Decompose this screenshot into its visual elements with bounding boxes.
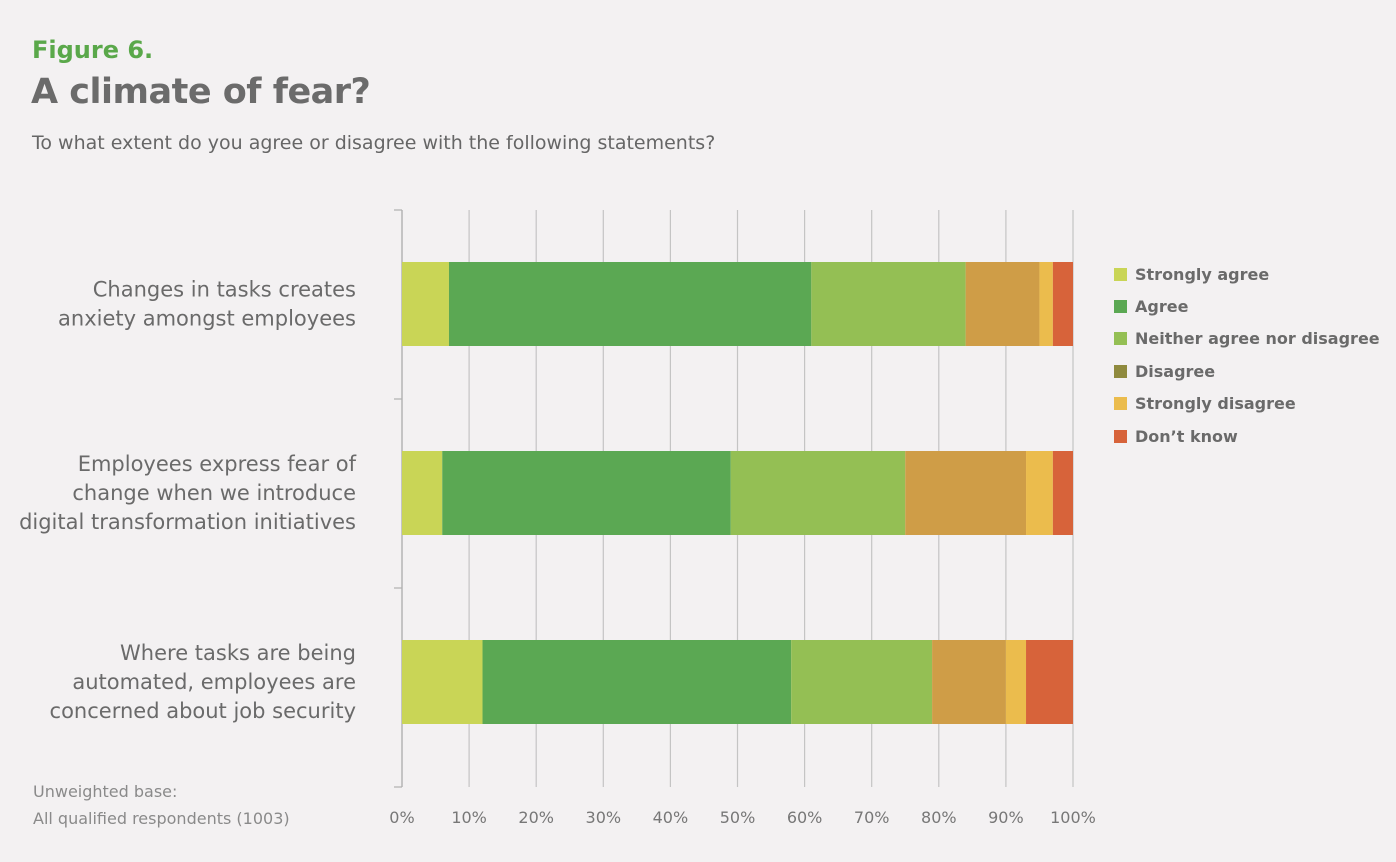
- x-tick-label: 70%: [854, 808, 890, 827]
- bar-segment: [965, 262, 1040, 346]
- bar-segment: [448, 262, 812, 346]
- footnote-line-1: Unweighted base:: [33, 782, 178, 801]
- legend-swatch: [1114, 429, 1127, 443]
- category-label: anxiety amongst employees: [58, 307, 356, 331]
- legend-swatch: [1114, 300, 1127, 314]
- legend-swatch: [1114, 364, 1127, 378]
- chart-legend: Strongly agree Agree Neither agree nor dis…: [1114, 258, 1380, 452]
- x-tick-label: 100%: [1050, 808, 1096, 827]
- bar-segment: [1026, 451, 1053, 535]
- bar-segment: [402, 451, 443, 535]
- x-tick-label: 90%: [988, 808, 1024, 827]
- x-tick-label: 40%: [653, 808, 689, 827]
- x-tick-label: 60%: [787, 808, 823, 827]
- legend-swatch: [1114, 267, 1127, 281]
- legend-label: Strongly agree: [1135, 264, 1270, 284]
- legend-item: Agree: [1114, 290, 1380, 322]
- bar-segment: [932, 640, 1006, 724]
- figure-subtitle: To what extent do you agree or disagree …: [32, 132, 716, 154]
- x-tick-label: 0%: [389, 808, 414, 827]
- bar-segment: [1039, 262, 1053, 346]
- category-label: concerned about job security: [50, 699, 356, 723]
- x-tick-label: 10%: [451, 808, 487, 827]
- category-label: digital transformation initiatives: [19, 510, 356, 534]
- figure-label: Figure 6.: [32, 36, 154, 64]
- bar-segment: [811, 262, 966, 346]
- x-tick-label: 20%: [518, 808, 554, 827]
- bar-segment: [1005, 640, 1027, 724]
- legend-label: Don’t know: [1135, 426, 1238, 446]
- bar-segment: [1026, 640, 1073, 724]
- bar-segment: [905, 451, 1027, 535]
- legend-swatch: [1114, 397, 1127, 411]
- category-label: Changes in tasks creates: [93, 278, 356, 302]
- legend-label: Neither agree nor disagree: [1135, 329, 1380, 349]
- bar-segment: [1052, 451, 1073, 535]
- footnote-line-2: All qualified respondents (1003): [33, 809, 290, 828]
- base-footnote: Unweighted base: All qualified responden…: [33, 778, 290, 832]
- bar-segment: [402, 640, 483, 724]
- legend-label: Strongly disagree: [1135, 394, 1296, 414]
- figure-title: A climate of fear?: [31, 72, 371, 112]
- legend-item: Don’t know: [1114, 420, 1380, 452]
- legend-item: Strongly disagree: [1114, 388, 1380, 420]
- legend-label: Agree: [1135, 297, 1189, 317]
- category-label: Where tasks are being: [120, 641, 356, 665]
- category-label: automated, employees are: [72, 670, 356, 694]
- bar-segment: [482, 640, 792, 724]
- category-label: Employees express fear of: [78, 452, 357, 476]
- bar-segment: [791, 640, 933, 724]
- category-label: change when we introduce: [72, 481, 356, 505]
- x-tick-label: 30%: [586, 808, 622, 827]
- bar-segment: [402, 262, 449, 346]
- x-tick-label: 80%: [921, 808, 957, 827]
- legend-item: Neither agree nor disagree: [1114, 323, 1380, 355]
- legend-label: Disagree: [1135, 361, 1216, 381]
- bar-segment: [730, 451, 906, 535]
- legend-swatch: [1114, 332, 1127, 346]
- bar-segment: [442, 451, 731, 535]
- bar-segment: [1052, 262, 1073, 346]
- x-tick-label: 50%: [720, 808, 756, 827]
- legend-item: Strongly agree: [1114, 258, 1380, 290]
- legend-item: Disagree: [1114, 355, 1380, 387]
